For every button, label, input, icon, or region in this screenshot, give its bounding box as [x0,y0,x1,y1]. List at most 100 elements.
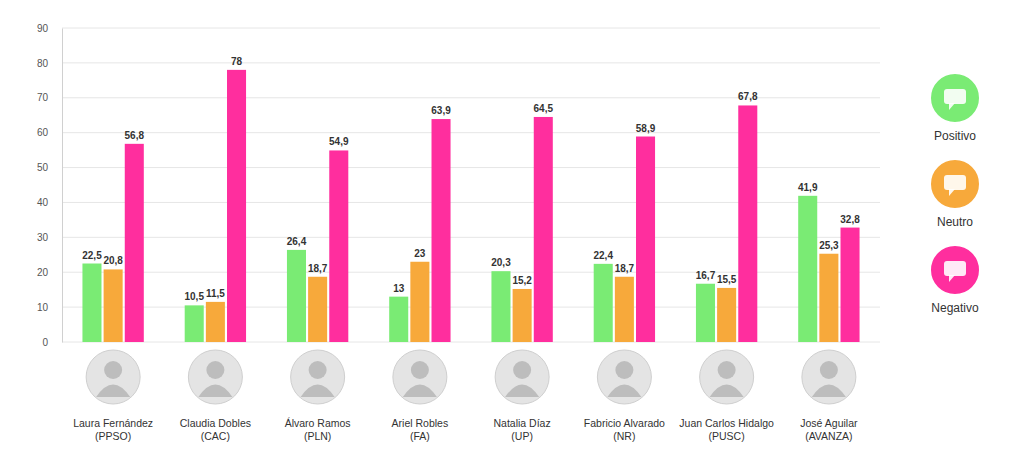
data-label: 18,7 [308,263,328,274]
photo [393,350,447,404]
bar [534,117,553,342]
data-labels: 22,510,526,41320,322,416,741,920,811,518… [82,56,860,303]
data-label: 26,4 [287,236,307,247]
data-label: 56,8 [125,130,145,141]
photo-frame [597,350,651,404]
tick: 0 [42,337,62,348]
legend-icon [930,159,980,209]
photo-frame [700,350,754,404]
bar [738,105,757,342]
tick: 30 [37,232,62,243]
photo-body [403,385,437,398]
legend-icon-tail [949,103,955,110]
bar [185,305,204,342]
photo-head [718,361,736,379]
data-label: 13 [393,283,405,294]
tick-label: 10 [37,302,49,313]
tick: 70 [37,92,62,103]
tick: 90 [37,23,62,34]
tick-label: 90 [37,23,49,34]
tick: 10 [37,302,62,313]
photo-frame [495,350,549,404]
y-axis: 0 10 20 30 40 50 60 70 80 90 [37,23,63,348]
tick: 50 [37,162,62,173]
photo-body [301,385,335,398]
bar [104,269,123,342]
x-axis: Laura Fernández(PPSO)Claudia Dobles(CAC)… [73,350,858,442]
photo-head [615,361,633,379]
data-label: 23 [414,248,426,259]
bar [227,70,246,342]
data-label: 58,9 [636,123,656,134]
photo [802,350,856,404]
photo [86,350,140,404]
bar [410,262,429,342]
photo [597,350,651,404]
grid-line [62,62,880,63]
photo-frame [86,350,140,404]
legend-icon-bubble [944,175,966,190]
bar [636,137,655,342]
bar [432,119,451,342]
tick-label: 20 [37,267,49,278]
bar [308,277,327,342]
grid-line [62,28,880,29]
photo-body [607,385,641,398]
photo [495,350,549,404]
photo-body [505,385,539,398]
data-label: 15,2 [512,275,532,286]
data-label: 18,7 [615,263,635,274]
bar [717,288,736,342]
data-label: 22,4 [593,250,613,261]
tick: 80 [37,58,62,69]
photo-head [513,361,531,379]
data-label: 15,5 [717,274,737,285]
legend-item: Positivo [930,73,980,143]
bar [696,284,715,342]
tick-label: 40 [37,197,49,208]
chart: 010203040506070809022,510,526,41320,322,… [0,0,1016,461]
tick-label: 60 [37,127,49,138]
photo-head [104,361,122,379]
data-label: 20,8 [103,255,123,266]
legend-label: Neutro [937,215,973,229]
category-label: Ariel Robles(FA) [392,417,449,442]
tick: 60 [37,127,62,138]
photo-head [206,361,224,379]
photo [188,350,242,404]
photo-head [309,361,327,379]
category-label: Laura Fernández(PPSO) [73,417,153,442]
photo-body [812,385,846,398]
tick-label: 50 [37,162,49,173]
photo-head [820,361,838,379]
bar [819,254,838,342]
photo-body [710,385,744,398]
data-label: 10,5 [184,291,204,302]
photo-frame [291,350,345,404]
photo-body [198,385,232,398]
legend-icon-tail [949,275,955,282]
data-label: 41,9 [798,182,818,193]
bar [82,264,101,343]
bar [389,297,408,342]
photo-head [411,361,429,379]
legend-icon [930,245,980,295]
bar [841,228,860,342]
data-label: 16,7 [696,270,716,281]
legend: Positivo Neutro Negativo [930,73,980,315]
legend-item: Negativo [930,245,980,315]
data-label: 11,5 [206,288,225,299]
bar [206,302,225,342]
legend-item: Neutro [930,159,980,229]
photo [291,350,345,404]
photo [700,350,754,404]
data-label: 67,8 [738,91,758,102]
tick-label: 30 [37,232,49,243]
bar [594,264,613,342]
tick-label: 70 [37,92,49,103]
legend-icon-bubble [944,89,966,104]
legend-label: Positivo [934,129,976,143]
legend-icon [930,73,980,123]
data-label: 25,3 [819,240,839,251]
tick: 20 [37,267,62,278]
